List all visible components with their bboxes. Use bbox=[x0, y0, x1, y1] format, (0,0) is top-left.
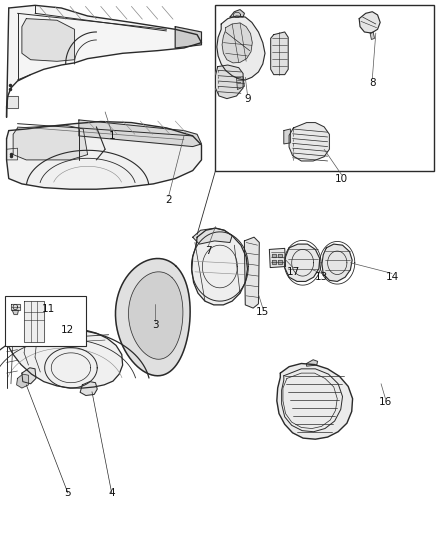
Polygon shape bbox=[13, 125, 88, 160]
Polygon shape bbox=[7, 96, 18, 108]
FancyBboxPatch shape bbox=[215, 5, 434, 171]
Polygon shape bbox=[193, 228, 232, 244]
Polygon shape bbox=[7, 5, 201, 117]
FancyBboxPatch shape bbox=[5, 296, 86, 346]
Text: 12: 12 bbox=[61, 326, 74, 335]
Text: 7: 7 bbox=[205, 246, 212, 255]
Polygon shape bbox=[22, 368, 36, 384]
Polygon shape bbox=[192, 228, 247, 305]
Polygon shape bbox=[79, 120, 201, 147]
Text: 1: 1 bbox=[108, 131, 115, 141]
Polygon shape bbox=[322, 244, 352, 281]
Polygon shape bbox=[272, 254, 276, 257]
Polygon shape bbox=[285, 244, 320, 281]
Polygon shape bbox=[7, 148, 18, 160]
Text: 2: 2 bbox=[165, 195, 172, 205]
Text: 17: 17 bbox=[287, 267, 300, 277]
Text: 13: 13 bbox=[315, 272, 328, 282]
Polygon shape bbox=[237, 77, 244, 90]
Polygon shape bbox=[7, 122, 201, 189]
Text: 8: 8 bbox=[369, 78, 376, 87]
Polygon shape bbox=[278, 260, 282, 264]
Polygon shape bbox=[307, 360, 318, 366]
Polygon shape bbox=[80, 382, 97, 395]
Polygon shape bbox=[271, 32, 288, 75]
Polygon shape bbox=[272, 260, 276, 264]
Polygon shape bbox=[269, 248, 286, 268]
Polygon shape bbox=[59, 328, 79, 344]
Polygon shape bbox=[222, 23, 252, 63]
Polygon shape bbox=[128, 272, 183, 359]
Text: 10: 10 bbox=[335, 174, 348, 183]
Polygon shape bbox=[11, 304, 20, 310]
Polygon shape bbox=[217, 16, 265, 80]
Polygon shape bbox=[116, 259, 190, 376]
Polygon shape bbox=[17, 374, 28, 388]
Text: 5: 5 bbox=[64, 488, 71, 498]
Polygon shape bbox=[289, 123, 329, 161]
Polygon shape bbox=[230, 10, 244, 17]
Polygon shape bbox=[244, 237, 259, 308]
Polygon shape bbox=[284, 129, 290, 144]
Text: 11: 11 bbox=[42, 304, 55, 314]
Polygon shape bbox=[359, 12, 380, 33]
Polygon shape bbox=[370, 32, 374, 39]
Polygon shape bbox=[7, 328, 123, 388]
Text: 3: 3 bbox=[152, 320, 159, 330]
Polygon shape bbox=[277, 364, 353, 439]
Text: 4: 4 bbox=[108, 488, 115, 498]
Polygon shape bbox=[215, 65, 243, 99]
Polygon shape bbox=[175, 27, 201, 48]
Text: 15: 15 bbox=[256, 307, 269, 317]
Polygon shape bbox=[12, 310, 18, 314]
Text: 16: 16 bbox=[379, 398, 392, 407]
Polygon shape bbox=[22, 19, 74, 61]
Text: 9: 9 bbox=[244, 94, 251, 103]
Polygon shape bbox=[24, 301, 44, 342]
Polygon shape bbox=[278, 254, 282, 257]
Text: 14: 14 bbox=[385, 272, 399, 282]
